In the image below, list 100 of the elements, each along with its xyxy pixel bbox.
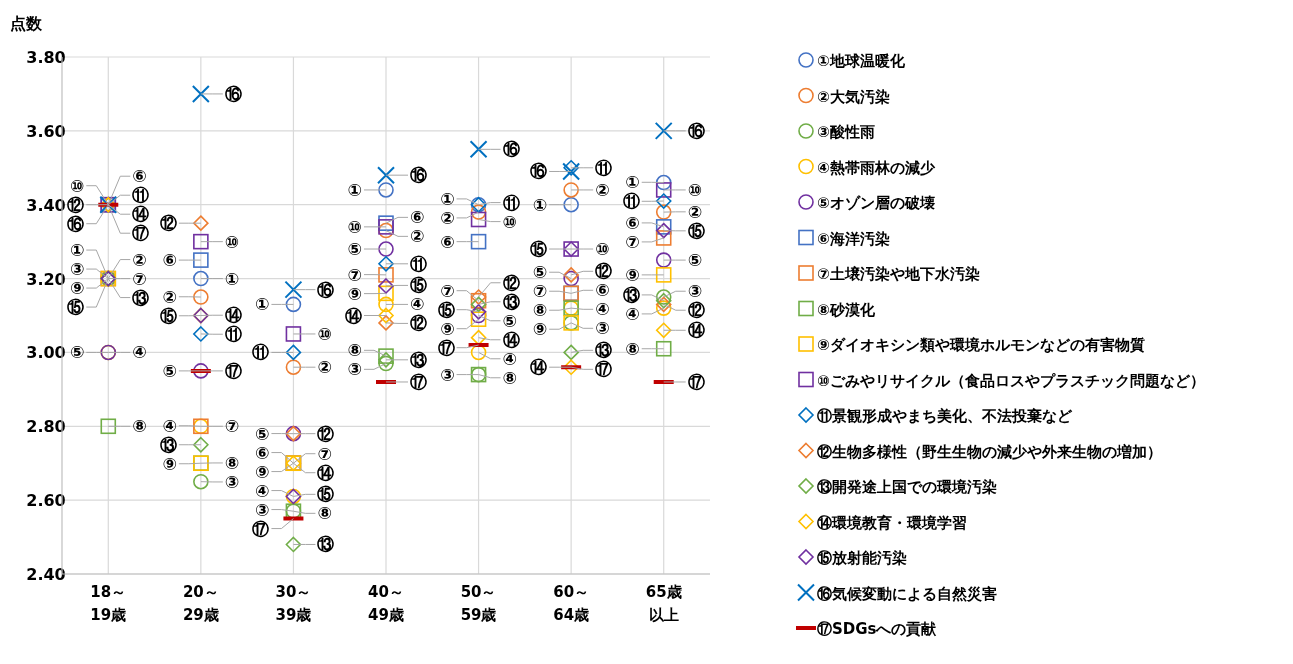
data-label: ① [69,240,85,261]
data-label: ⑪ [252,342,270,363]
data-label: ⑫ [67,194,85,215]
data-label: ⑥ [625,212,640,233]
data-label: ⑦ [625,231,640,252]
data-label: ⑪ [622,191,640,212]
data-label: ⑰ [252,518,270,539]
data-label: ③ [595,318,610,339]
data-label: ⑯ [530,161,548,182]
data-label: ⑦ [440,280,455,301]
data-label: ⑦ [317,443,332,464]
data-label: ⑥ [255,442,270,463]
data-label: ⑩ [69,175,85,196]
data-label: ⑥ [132,166,147,187]
data-label: ⑪ [595,157,613,178]
data-label: ⑥ [440,231,455,252]
data-label: ⑭ [317,462,335,483]
data-label: ⑨ [255,461,270,482]
data-label: ⑤ [347,239,362,260]
data-label: ① [440,188,455,209]
data-label: ① [347,179,362,200]
data-label: ⑪ [410,253,427,274]
data-label: ① [255,294,270,315]
data-label: ⑰ [224,360,242,381]
data-label: ⑰ [687,371,705,392]
data-label: ⑤ [502,310,517,331]
data-label: ⑧ [625,338,640,359]
data-label: ③ [347,359,362,380]
legend-label: ⑫生物多様性（野生生物の減少や外来生物の増加） [817,442,1162,461]
data-label: ⑬ [317,534,335,555]
data-label: ⑮ [317,484,335,505]
data-label: ⑮ [530,239,548,260]
legend-label: ⑥海洋汚染 [817,229,890,248]
y-tick-label: 2.40 [26,565,66,584]
data-label: ④ [502,348,517,369]
data-label: ⑩ [687,179,703,200]
data-label: ⑭ [502,329,520,350]
y-tick-label: 3.60 [26,121,66,141]
data-label: ⑰ [410,371,427,392]
data-label: ② [162,286,177,307]
data-label: ④ [255,480,270,501]
data-label: ⑤ [255,423,270,444]
data-label: ⑦ [347,264,362,285]
data-label: ⑯ [502,139,520,160]
data-label: ⑮ [67,297,85,318]
data-label: ⑥ [410,207,425,228]
x-tick-label: 60～64歳 [553,583,590,624]
data-label: ⑤ [532,262,548,283]
y-tick-label: 3.40 [26,195,66,215]
y-tick-label: 3.20 [26,269,66,289]
data-label: ② [595,179,610,200]
data-label: ⑮ [437,299,455,320]
data-label: ⑥ [595,280,610,301]
data-label: ⑤ [69,342,85,363]
data-label: ② [410,226,425,247]
data-label: ⑫ [317,423,335,444]
data-label: ⑧ [317,503,332,524]
data-label: ⑫ [159,213,177,234]
data-label: ⑩ [502,211,517,232]
data-label: ⑯ [687,120,705,141]
data-label: ⑩ [347,216,362,237]
data-label: ⑨ [69,278,85,299]
legend-label: ⑩ごみやリサイクル（食品ロスやプラスチック問題など） [817,371,1205,390]
data-label: ⑫ [502,272,520,293]
data-label: ⑪ [132,185,150,206]
data-label: ⑬ [622,284,640,305]
legend-label: ①地球温暖化 [817,52,906,70]
data-label: ⑤ [687,250,703,271]
data-label: ⑬ [502,291,520,312]
data-label: ② [132,249,147,270]
data-label: ⑧ [224,452,240,473]
data-label: ③ [440,364,455,385]
data-label: ⑮ [159,305,177,326]
legend-label: ⑰SDGsへの貢献 [817,620,938,638]
x-tick-label: 18～19歳 [90,583,127,624]
legend-label: ⑨ダイオキシン類や環境ホルモンなどの有害物質 [817,336,1145,354]
data-label: ⑨ [440,318,455,339]
x-tick-label: 65歳以上 [645,583,682,624]
data-label: ⑧ [132,416,147,437]
data-label: ⑨ [532,319,548,340]
y-tick-label: 2.80 [26,417,66,437]
y-tick-label: 3.00 [26,343,66,363]
data-label: ⑬ [410,349,427,370]
legend-label: ⑧砂漠化 [817,300,876,319]
data-label: ⑤ [162,360,177,381]
data-label: ① [625,172,640,193]
data-label: ⑧ [502,367,517,388]
data-label: ③ [224,471,240,492]
data-label: ⑪ [502,192,520,213]
data-label: ⑬ [595,340,613,361]
data-label: ⑫ [410,313,427,334]
legend-label: ③酸性雨 [817,123,875,141]
data-label: ① [224,268,240,289]
data-label: ⑭ [132,204,150,225]
data-label: ⑩ [595,239,610,260]
data-label: ⑧ [347,340,362,361]
legend-label: ⑮放射能汚染 [817,549,907,567]
data-label: ⑥ [162,250,177,271]
legend-label: ⑬開発途上国での環境汚染 [817,478,997,496]
x-tick-label: 30～39歳 [275,583,312,624]
